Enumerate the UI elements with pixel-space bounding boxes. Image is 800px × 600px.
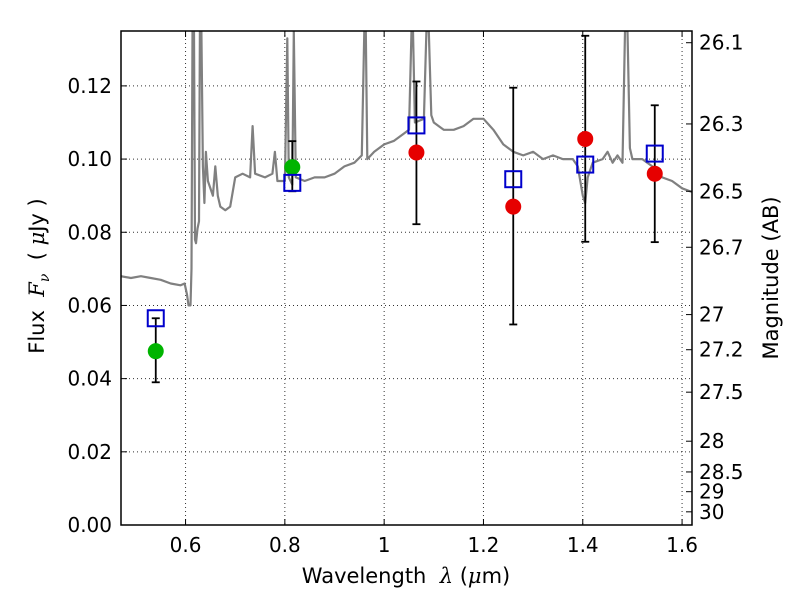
- y-tick-label: 0.08: [67, 220, 112, 244]
- model-photometry-square: [576, 155, 595, 174]
- detection-point: [577, 130, 594, 147]
- axes-ticks: 0.6 0.8 1 1.2 1.4 1.6 0.00 0.02 0.04 0.06 0.08 0.10…: [67, 31, 743, 557]
- mag-tick-label: 27.2: [699, 338, 744, 362]
- x-tick-label: 1.4: [567, 533, 599, 557]
- model-photometry-square: [504, 170, 523, 189]
- mag-tick-label: 26.5: [699, 179, 744, 203]
- model-photometry-square: [407, 116, 426, 135]
- plot-frame: [120, 30, 693, 526]
- x-axis-label: Wavelength λ (μm): [302, 564, 510, 588]
- detection-point: [284, 159, 301, 176]
- detection-point: [147, 343, 164, 360]
- plot-area: [121, 31, 692, 384]
- mag-tick-label: 26.1: [699, 31, 744, 55]
- mag-tick-label: 28.5: [699, 460, 744, 484]
- detection-point: [646, 165, 663, 182]
- y-tick-label: 0.02: [67, 440, 112, 464]
- mag-tick-label: 27.5: [699, 380, 744, 404]
- y-tick-label: 0.10: [67, 147, 112, 171]
- y-tick-label: 0.06: [67, 293, 112, 317]
- mag-tick-label: 26.7: [699, 235, 744, 259]
- y-tick-label: 0.12: [67, 74, 112, 98]
- y2-axis-label: Magnitude (AB): [759, 196, 783, 359]
- mag-tick-label: 26.3: [699, 112, 744, 136]
- x-tick-label: 0.6: [170, 533, 202, 557]
- mag-tick-label: 30: [699, 500, 724, 524]
- x-tick-label: 1: [378, 533, 391, 557]
- detection-point: [408, 144, 425, 161]
- x-tick-label: 0.8: [269, 533, 301, 557]
- y-tick-label: 0.04: [67, 367, 112, 391]
- mag-tick-label: 28: [699, 429, 724, 453]
- x-tick-label: 1.2: [468, 533, 500, 557]
- mag-tick-label: 29: [699, 480, 724, 504]
- y-axis-label: Flux Fν ( μJy ): [25, 198, 53, 353]
- y-tick-label: 0.00: [67, 513, 112, 537]
- model-photometry-square: [146, 309, 165, 328]
- detection-point: [505, 198, 522, 215]
- mag-tick-label: 27: [699, 303, 724, 327]
- model-photometry-square: [283, 173, 302, 192]
- x-tick-label: 1.6: [666, 533, 698, 557]
- model-photometry-square: [645, 144, 664, 163]
